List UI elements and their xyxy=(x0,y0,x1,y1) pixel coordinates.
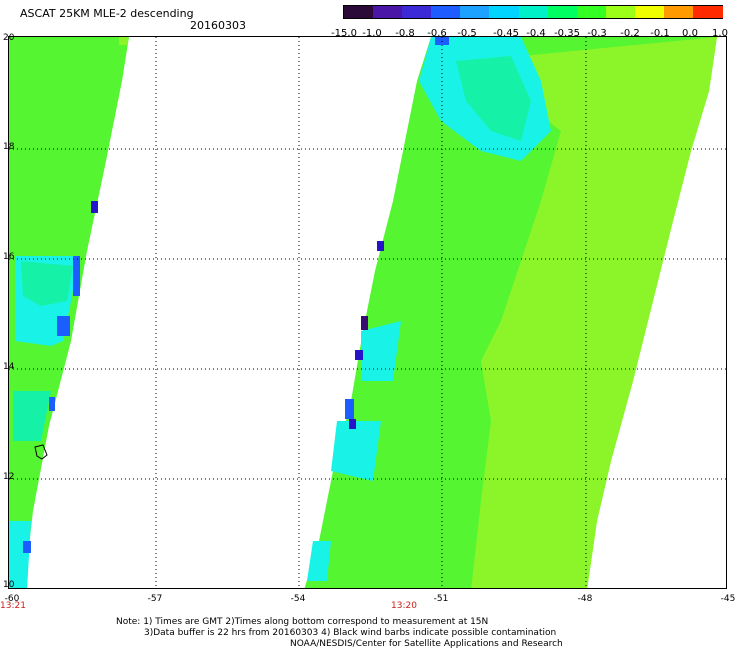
left-swath-cyan-patch xyxy=(9,521,31,588)
right-swath-blue-cell xyxy=(345,399,354,419)
color-scale-tick-label: -0.8 xyxy=(395,28,415,39)
color-scale-tick-label: -0.45 xyxy=(493,28,519,39)
color-scale-swatch xyxy=(663,6,694,18)
footer-note-line2: 3)Data buffer is 22 hrs from 20160303 4)… xyxy=(144,628,557,638)
right-swath-deep-cell xyxy=(349,419,356,429)
latitude-label: 20 xyxy=(3,33,15,43)
right-swath-deep-cell xyxy=(377,241,384,251)
left-swath-light-cell xyxy=(119,37,128,45)
latitude-label: 10 xyxy=(3,580,15,590)
latitude-label: 18 xyxy=(3,142,15,152)
footer-note-line3: NOAA/NESDIS/Center for Satellite Applica… xyxy=(290,639,563,649)
color-scale-swatch xyxy=(634,6,665,18)
color-scale-swatch xyxy=(344,6,374,18)
longitude-label: -57 xyxy=(147,594,163,604)
color-scale-tick-label: -0.1 xyxy=(650,28,670,39)
right-swath-cyan-patch xyxy=(361,321,401,381)
left-swath-blue-cell xyxy=(23,541,31,553)
right-swath-light-region xyxy=(471,37,717,588)
left-swath-deep-cell xyxy=(91,201,98,213)
wind-swath-layer xyxy=(9,37,717,588)
color-scale-swatch xyxy=(518,6,549,18)
pass-time-right: 13:20 xyxy=(391,601,417,611)
right-swath-cyan-patch xyxy=(331,421,381,481)
color-scale-tick-label: -0.4 xyxy=(526,28,546,39)
right-swath-aqua-patch xyxy=(456,56,531,141)
left-swath-aqua-patch xyxy=(13,391,51,441)
longitude-label: -45 xyxy=(720,594,736,604)
latitude-label: 12 xyxy=(3,472,15,482)
color-scale-swatch xyxy=(576,6,607,18)
color-scale-swatch xyxy=(489,6,520,18)
color-scale-tick-label: 1.0 xyxy=(712,28,728,39)
color-scale-tick-label: -0.2 xyxy=(620,28,640,39)
color-scale-tick-label: -1.0 xyxy=(362,28,382,39)
right-swath-cyan-patch xyxy=(307,541,331,581)
latitude-label: 16 xyxy=(3,252,15,262)
map-plot-area xyxy=(8,36,727,589)
color-scale-tick-label: -0.5 xyxy=(457,28,477,39)
product-date: 20160303 xyxy=(190,19,246,32)
color-scale-swatch xyxy=(373,6,403,18)
color-scale-swatch xyxy=(460,6,490,18)
lat-lon-grid xyxy=(9,37,726,588)
color-scale-tick-label: -15.0 xyxy=(331,28,357,39)
left-swath-blue-cell xyxy=(57,316,70,336)
footer-note-line1: Note: 1) Times are GMT 2)Times along bot… xyxy=(116,617,489,627)
left-swath xyxy=(9,37,129,588)
longitude-label: -54 xyxy=(290,594,306,604)
latitude-label: 14 xyxy=(3,362,15,372)
color-scale-swatch xyxy=(431,6,461,18)
longitude-label: -48 xyxy=(577,594,593,604)
product-title: ASCAT 25KM MLE-2 descending xyxy=(20,7,194,20)
right-swath-deep-cell xyxy=(355,350,363,360)
left-swath-aqua-patch xyxy=(21,261,73,306)
longitude-label: -60 xyxy=(4,594,20,604)
longitude-label: -51 xyxy=(433,594,449,604)
color-scale-tick-label: 0.0 xyxy=(682,28,698,39)
island-outline xyxy=(34,444,48,460)
color-scale-tick-label: -0.35 xyxy=(554,28,580,39)
color-scale-tick-label: -0.3 xyxy=(587,28,607,39)
color-scale-swatch xyxy=(402,6,432,18)
right-swath-purple-cell xyxy=(361,316,368,330)
left-swath-blue-cell xyxy=(49,397,55,411)
left-swath-blue-cell xyxy=(73,256,80,296)
pass-time-left: 13:21 xyxy=(0,601,26,611)
color-scale-swatch xyxy=(692,6,723,18)
color-scale-bar xyxy=(343,5,723,19)
color-scale-swatch xyxy=(605,6,636,18)
color-scale-tick-label: -0.6 xyxy=(427,28,447,39)
color-scale-swatch xyxy=(547,6,578,18)
